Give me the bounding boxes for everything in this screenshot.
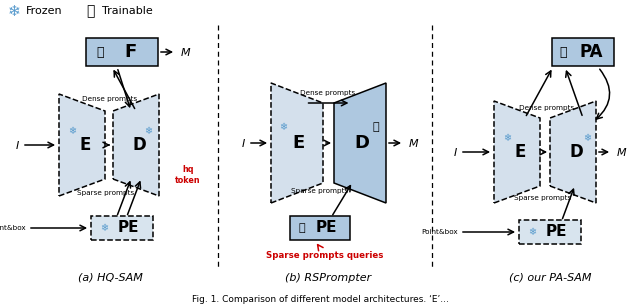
Text: ❄: ❄ bbox=[503, 133, 511, 143]
Polygon shape bbox=[59, 94, 105, 196]
Text: ❄: ❄ bbox=[144, 126, 152, 136]
Polygon shape bbox=[334, 83, 386, 203]
Text: Frozen: Frozen bbox=[26, 6, 63, 16]
Text: Trainable: Trainable bbox=[102, 6, 153, 16]
Text: Sparse prompts queries: Sparse prompts queries bbox=[266, 252, 384, 261]
Text: Sparse prompts: Sparse prompts bbox=[515, 195, 572, 201]
Text: $I$: $I$ bbox=[15, 139, 20, 151]
Text: E: E bbox=[79, 136, 91, 154]
Text: D: D bbox=[132, 136, 146, 154]
FancyBboxPatch shape bbox=[519, 220, 581, 244]
Text: 🔥: 🔥 bbox=[559, 46, 567, 59]
Polygon shape bbox=[113, 94, 159, 196]
Text: $M$: $M$ bbox=[408, 137, 419, 149]
Text: 🔥: 🔥 bbox=[372, 122, 380, 132]
Text: Sparse prompts: Sparse prompts bbox=[291, 188, 349, 194]
Text: (b) RSPrompter: (b) RSPrompter bbox=[285, 273, 371, 283]
Text: Dense prompts: Dense prompts bbox=[520, 105, 575, 111]
Text: PE: PE bbox=[117, 221, 139, 236]
Text: (c) our PA-SAM: (c) our PA-SAM bbox=[509, 273, 591, 283]
Text: PA: PA bbox=[579, 43, 603, 61]
FancyBboxPatch shape bbox=[290, 216, 350, 240]
Text: $I$: $I$ bbox=[453, 146, 458, 158]
Text: Point&box: Point&box bbox=[421, 229, 458, 235]
Polygon shape bbox=[494, 101, 540, 203]
Text: Dense prompts: Dense prompts bbox=[300, 90, 356, 96]
Text: Point&box: Point&box bbox=[0, 225, 26, 231]
Text: ❄: ❄ bbox=[528, 227, 536, 237]
Text: 🔥: 🔥 bbox=[96, 46, 104, 59]
FancyBboxPatch shape bbox=[552, 38, 614, 66]
Text: 🔥: 🔥 bbox=[86, 4, 94, 18]
Text: ❄: ❄ bbox=[279, 122, 287, 132]
Text: 🔥: 🔥 bbox=[299, 223, 305, 233]
Polygon shape bbox=[550, 101, 596, 203]
Text: F: F bbox=[124, 43, 136, 61]
Text: Fig. 1. Comparison of different model architectures. ‘E’...: Fig. 1. Comparison of different model ar… bbox=[191, 294, 449, 303]
FancyBboxPatch shape bbox=[86, 38, 158, 66]
Text: (a) HQ-SAM: (a) HQ-SAM bbox=[77, 273, 143, 283]
Text: ❄: ❄ bbox=[68, 126, 76, 136]
FancyBboxPatch shape bbox=[91, 216, 153, 240]
Text: ❄: ❄ bbox=[100, 223, 108, 233]
Text: ❄: ❄ bbox=[583, 133, 591, 143]
Text: $M$: $M$ bbox=[180, 46, 191, 58]
Text: $M$: $M$ bbox=[616, 146, 627, 158]
Text: E: E bbox=[515, 143, 525, 161]
Text: D: D bbox=[569, 143, 583, 161]
Text: hq
token: hq token bbox=[175, 165, 201, 185]
Text: E: E bbox=[293, 134, 305, 152]
Polygon shape bbox=[271, 83, 323, 203]
Text: PE: PE bbox=[316, 221, 337, 236]
Text: Sparse prompts: Sparse prompts bbox=[77, 190, 134, 196]
Text: $I$: $I$ bbox=[241, 137, 246, 149]
Text: Dense prompts: Dense prompts bbox=[83, 96, 138, 102]
Text: D: D bbox=[355, 134, 369, 152]
Text: ❄: ❄ bbox=[8, 3, 20, 18]
Text: PE: PE bbox=[545, 225, 567, 240]
